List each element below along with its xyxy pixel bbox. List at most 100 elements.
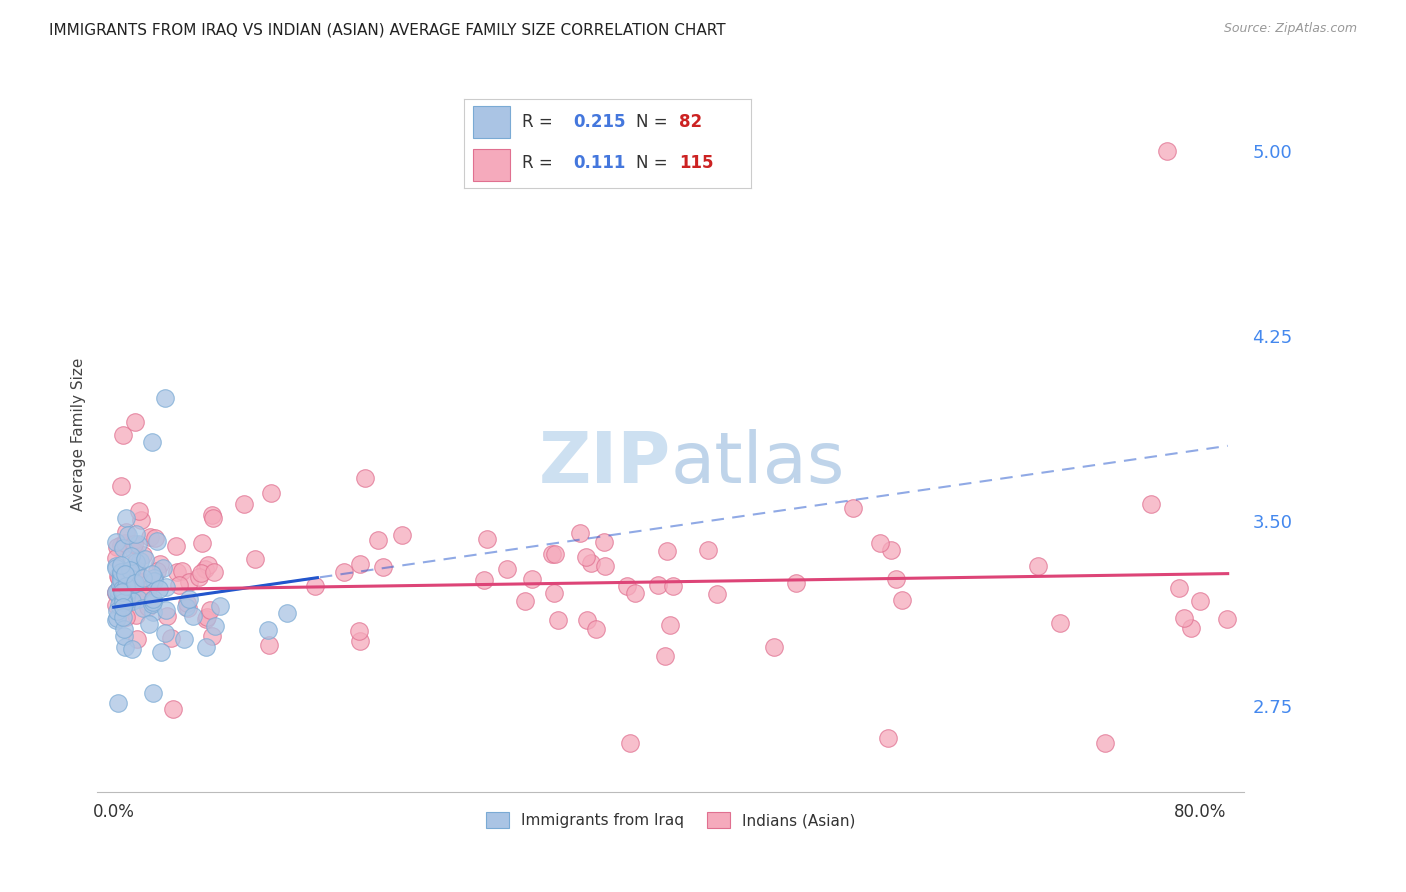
Point	[785, 576, 807, 591]
Point	[110, 574, 132, 588]
Point	[124, 576, 146, 591]
Point	[181, 609, 204, 624]
Point	[188, 570, 211, 584]
Point	[257, 639, 280, 653]
Point	[125, 527, 148, 541]
Point	[132, 571, 155, 585]
Point	[190, 566, 212, 580]
Point	[110, 569, 132, 583]
Point	[152, 561, 174, 575]
Point	[107, 568, 129, 582]
Point	[112, 427, 135, 442]
Point	[132, 601, 155, 615]
Point	[167, 578, 190, 592]
Point	[112, 579, 135, 593]
Point	[107, 696, 129, 710]
Point	[204, 619, 226, 633]
Point	[134, 552, 156, 566]
Point	[575, 613, 598, 627]
Point	[155, 580, 177, 594]
Point	[495, 562, 517, 576]
Point	[142, 594, 165, 608]
Point	[149, 645, 172, 659]
Point	[129, 554, 152, 568]
Point	[515, 594, 537, 608]
Point	[138, 617, 160, 632]
Point	[165, 539, 187, 553]
Point	[112, 629, 135, 643]
Point	[155, 625, 177, 640]
Point	[107, 583, 129, 598]
Point	[112, 541, 135, 556]
Point	[201, 511, 224, 525]
Point	[197, 558, 219, 573]
Point	[208, 599, 231, 614]
Point	[114, 571, 136, 585]
Point	[114, 524, 136, 539]
Point	[117, 566, 139, 580]
Point	[142, 686, 165, 700]
Point	[129, 587, 152, 601]
Point	[191, 535, 214, 549]
Point	[110, 558, 132, 572]
Point	[145, 564, 167, 578]
Point	[162, 702, 184, 716]
Point	[127, 591, 149, 606]
Point	[579, 556, 602, 570]
Point	[540, 548, 562, 562]
Point	[547, 613, 569, 627]
Point	[108, 578, 131, 592]
Point	[1173, 611, 1195, 625]
Point	[110, 538, 132, 552]
Point	[763, 640, 786, 654]
Point	[105, 559, 128, 574]
Point	[1189, 594, 1212, 608]
Point	[122, 537, 145, 551]
Point	[257, 623, 280, 637]
Point	[110, 570, 132, 584]
Point	[131, 513, 153, 527]
Point	[131, 574, 153, 589]
Point	[121, 594, 143, 608]
Point	[141, 594, 163, 608]
Point	[1026, 558, 1049, 573]
Point	[114, 640, 136, 654]
Point	[111, 610, 134, 624]
Point	[121, 575, 143, 590]
Point	[520, 572, 543, 586]
Point	[125, 608, 148, 623]
Point	[110, 565, 132, 579]
Point	[139, 530, 162, 544]
Point	[616, 579, 638, 593]
Point	[174, 599, 197, 614]
Point	[194, 612, 217, 626]
Point	[173, 632, 195, 647]
Point	[105, 585, 128, 599]
Point	[141, 597, 163, 611]
Point	[111, 585, 134, 599]
Point	[198, 603, 221, 617]
Text: ZIP: ZIP	[538, 429, 671, 498]
Point	[544, 548, 567, 562]
Point	[114, 567, 136, 582]
Text: Source: ZipAtlas.com: Source: ZipAtlas.com	[1223, 22, 1357, 36]
Point	[110, 479, 132, 493]
Point	[114, 579, 136, 593]
Point	[112, 623, 135, 637]
Point	[155, 391, 177, 405]
Point	[585, 622, 607, 636]
Point	[647, 578, 669, 592]
Point	[115, 590, 138, 604]
Point	[696, 543, 718, 558]
Point	[619, 736, 641, 750]
Point	[105, 598, 128, 612]
Point	[141, 567, 163, 582]
Point	[124, 577, 146, 591]
Point	[474, 573, 496, 587]
Point	[159, 631, 181, 645]
Point	[155, 603, 177, 617]
Point	[121, 582, 143, 597]
Point	[1216, 612, 1239, 626]
Point	[195, 640, 218, 655]
Point	[659, 618, 682, 632]
